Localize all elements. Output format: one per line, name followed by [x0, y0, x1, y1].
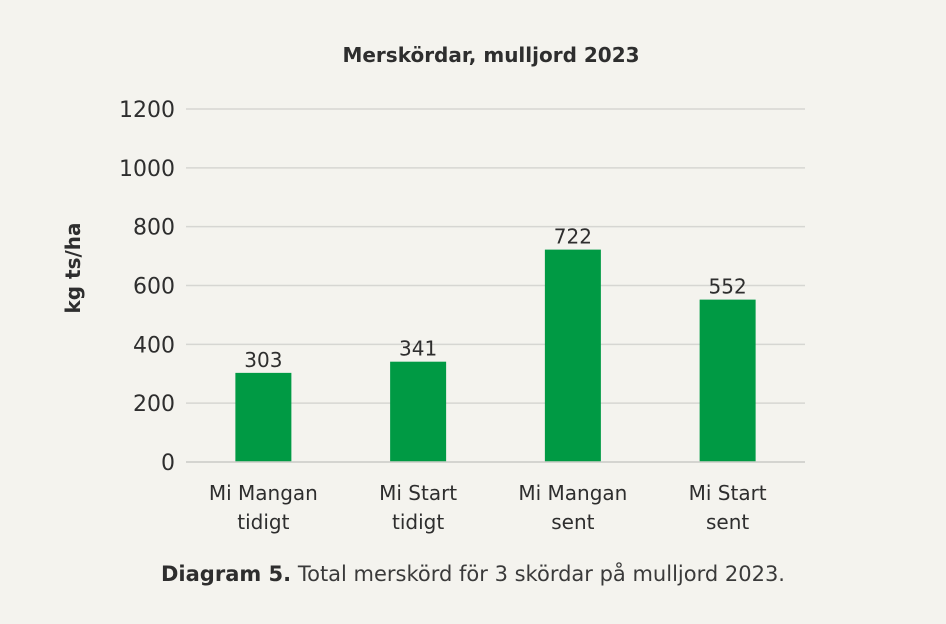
- bar: [235, 372, 292, 462]
- y-tick-label: 800: [133, 216, 175, 241]
- y-tick-label: 0: [161, 451, 175, 476]
- x-tick-label: sent: [706, 510, 749, 534]
- x-tick-label: sent: [551, 510, 594, 534]
- data-label: 303: [244, 348, 282, 372]
- x-tick-label: Mi Mangan: [518, 481, 627, 505]
- caption-text: Total merskörd för 3 skördar på mulljord…: [291, 562, 785, 586]
- x-tick-label: Mi Mangan: [209, 481, 318, 505]
- data-labels: 303 341 722 552: [244, 225, 746, 372]
- y-tick-label: 1000: [119, 157, 175, 182]
- y-tick-label: 600: [133, 275, 175, 300]
- x-tick-label: Mi Start: [379, 481, 457, 505]
- chart-title: Merskördar, mulljord 2023: [342, 43, 639, 67]
- bar: [699, 299, 756, 462]
- x-axis-ticks: Mi Mangan tidigt Mi Start tidigt Mi Mangan se…: [209, 481, 767, 534]
- data-label: 552: [709, 275, 747, 299]
- y-axis-ticks: 0 200 400 600 800 1000 1200: [119, 98, 175, 476]
- figure-caption: Diagram 5. Total merskörd för 3 skördar …: [0, 562, 946, 586]
- x-tick-label: Mi Start: [689, 481, 767, 505]
- y-tick-label: 200: [133, 392, 175, 417]
- bar-chart: Merskördar, mulljord 2023 kg ts/ha 0 200 4…: [61, 43, 805, 534]
- y-tick-label: 1200: [119, 98, 175, 123]
- bar: [390, 361, 447, 462]
- y-axis-label: kg ts/ha: [61, 222, 85, 313]
- bar: [544, 249, 601, 462]
- caption-label: Diagram 5.: [161, 562, 292, 586]
- x-tick-label: tidigt: [392, 510, 444, 534]
- bars: [186, 249, 805, 463]
- data-label: 722: [554, 225, 592, 249]
- y-tick-label: 400: [133, 333, 175, 358]
- data-label: 341: [399, 337, 437, 361]
- x-tick-label: tidigt: [237, 510, 289, 534]
